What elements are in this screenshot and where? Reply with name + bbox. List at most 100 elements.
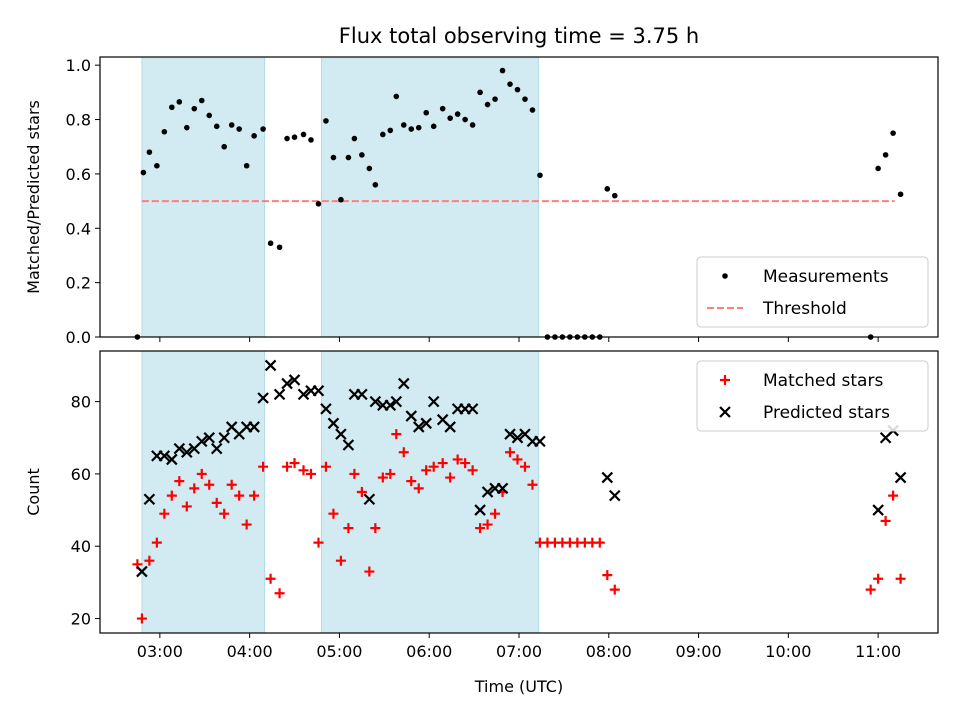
data-point	[203, 431, 216, 444]
data-point	[405, 410, 418, 422]
y-tick-label: 80	[71, 393, 91, 412]
data-point	[342, 439, 355, 451]
data-point	[427, 395, 440, 408]
data-point	[466, 403, 479, 415]
data-point	[356, 388, 368, 401]
data-point	[320, 461, 331, 472]
y-axis-label: Matched/Predicted stars	[24, 100, 43, 294]
y-tick-label: 40	[71, 537, 91, 556]
data-point	[289, 458, 300, 469]
legend-label: Predicted stars	[763, 403, 890, 423]
data-point	[872, 504, 884, 516]
data-point	[511, 431, 524, 444]
x-tick-label: 06:00	[406, 642, 452, 661]
data-point	[257, 392, 269, 404]
data-point	[298, 465, 309, 476]
data-point	[288, 374, 301, 386]
legend-box	[696, 360, 929, 432]
data-point	[385, 468, 396, 479]
data-point	[437, 458, 448, 469]
data-point	[484, 101, 491, 108]
data-point	[492, 96, 498, 102]
data-point	[191, 105, 198, 112]
data-point	[198, 97, 205, 104]
data-point	[499, 67, 506, 74]
data-point	[601, 471, 614, 484]
data-point	[258, 461, 269, 472]
x-tick-label: 09:00	[676, 642, 722, 661]
data-point	[406, 476, 417, 487]
data-point	[408, 126, 415, 132]
y-tick-label: 1.0	[66, 56, 91, 75]
data-point	[176, 99, 183, 105]
data-point	[469, 122, 476, 128]
data-point	[462, 116, 468, 123]
data-point	[312, 384, 325, 397]
data-point	[210, 442, 223, 455]
data-point	[281, 377, 293, 390]
data-point	[169, 104, 175, 111]
data-point	[875, 165, 881, 172]
x-tick-label: 04:00	[227, 642, 273, 661]
data-point	[519, 461, 530, 472]
data-point	[284, 135, 290, 142]
data-point	[467, 465, 478, 476]
y-tick-label: 0.8	[66, 111, 91, 130]
data-point	[412, 421, 425, 433]
data-point	[174, 476, 185, 487]
x-tick-label: 07:00	[496, 642, 542, 661]
data-point	[894, 471, 907, 484]
data-point	[251, 133, 257, 139]
data-point	[370, 523, 381, 534]
data-point	[243, 162, 250, 169]
y-tick-label: 0.0	[66, 328, 91, 347]
data-point	[529, 107, 536, 113]
data-point	[507, 81, 513, 87]
y-tick-label: 0.2	[66, 274, 91, 293]
data-point	[315, 200, 322, 207]
data-point	[291, 134, 298, 140]
data-point	[264, 359, 277, 372]
data-point	[159, 508, 170, 519]
data-point	[880, 515, 891, 526]
data-point	[206, 112, 213, 119]
data-point	[608, 489, 621, 502]
data-point	[166, 490, 177, 501]
data-point	[328, 508, 339, 519]
data-point	[221, 143, 228, 150]
data-point	[260, 126, 266, 132]
legend-marker	[720, 375, 730, 385]
legend-label: Measurements	[763, 267, 889, 287]
data-point	[166, 453, 178, 466]
series-predicted-stars	[136, 359, 907, 578]
data-point	[351, 135, 358, 142]
data-point	[390, 395, 403, 408]
x-axis-label: Time (UTC)	[474, 677, 563, 696]
x-tick-label: 10:00	[765, 642, 811, 661]
data-point	[428, 461, 439, 472]
data-point	[477, 89, 483, 96]
data-point	[602, 570, 613, 581]
data-point	[454, 111, 461, 117]
data-point	[882, 152, 889, 158]
data-point	[143, 493, 156, 506]
data-point	[505, 447, 516, 458]
data-point	[356, 487, 367, 497]
data-point	[327, 417, 340, 430]
data-point	[144, 555, 155, 566]
data-point	[189, 483, 200, 494]
data-point	[895, 573, 906, 584]
legend: Matched stars Predicted stars	[696, 360, 929, 432]
data-point	[452, 454, 463, 465]
data-point	[413, 483, 424, 494]
data-point	[377, 472, 388, 483]
data-point	[400, 122, 407, 128]
data-point	[490, 508, 501, 519]
data-point	[481, 486, 494, 498]
data-point	[387, 127, 394, 134]
data-point	[444, 421, 456, 433]
data-point	[213, 123, 220, 130]
data-point	[219, 508, 230, 519]
data-point	[151, 537, 162, 548]
data-point	[204, 479, 215, 490]
